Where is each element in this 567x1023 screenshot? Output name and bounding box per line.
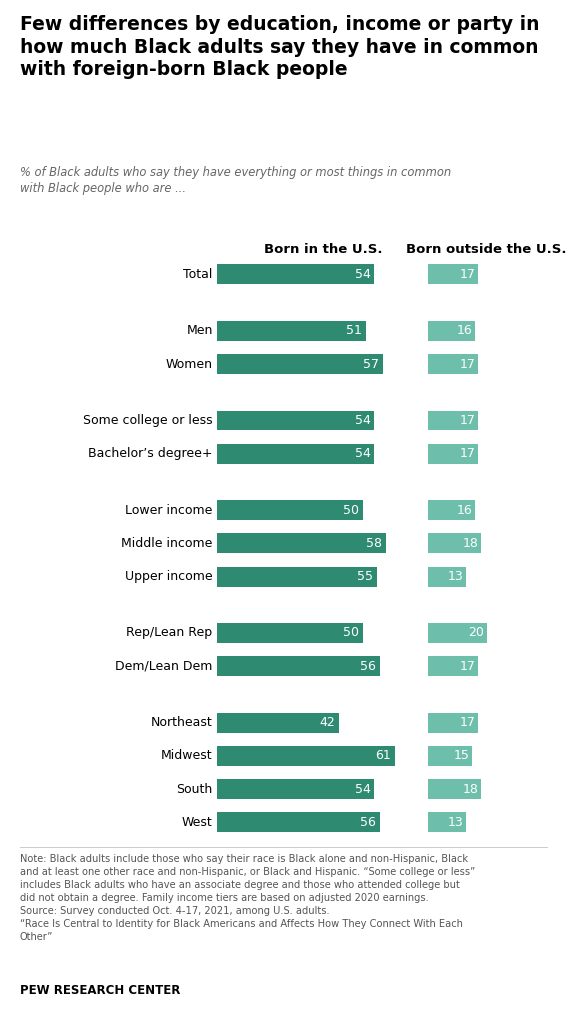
Text: 17: 17 xyxy=(459,414,475,427)
Text: Upper income: Upper income xyxy=(125,570,213,583)
Bar xyxy=(428,533,481,553)
Bar xyxy=(428,746,472,766)
Text: 50: 50 xyxy=(342,503,359,517)
Bar xyxy=(217,746,395,766)
Text: Born outside the U.S.: Born outside the U.S. xyxy=(406,243,567,257)
Bar xyxy=(217,780,374,799)
Bar xyxy=(428,623,487,643)
Text: 55: 55 xyxy=(357,570,373,583)
Text: 54: 54 xyxy=(354,447,370,460)
Bar xyxy=(428,354,478,374)
Bar xyxy=(217,656,380,676)
Bar xyxy=(217,354,383,374)
Bar xyxy=(428,713,478,732)
Bar xyxy=(428,567,467,586)
Text: Note: Black adults include those who say their race is Black alone and non-Hispa: Note: Black adults include those who say… xyxy=(20,854,475,942)
Text: 20: 20 xyxy=(468,626,484,639)
Text: 57: 57 xyxy=(363,358,379,370)
Text: South: South xyxy=(176,783,213,796)
Text: 18: 18 xyxy=(463,537,479,549)
Bar xyxy=(428,321,475,341)
Text: Lower income: Lower income xyxy=(125,503,213,517)
Text: 54: 54 xyxy=(354,783,370,796)
Text: 16: 16 xyxy=(456,503,472,517)
Bar xyxy=(217,623,363,643)
Text: 56: 56 xyxy=(361,815,376,829)
Text: Bachelor’s degree+: Bachelor’s degree+ xyxy=(88,447,213,460)
Text: 17: 17 xyxy=(459,447,475,460)
Bar xyxy=(428,656,478,676)
Text: 50: 50 xyxy=(342,626,359,639)
Bar xyxy=(428,264,478,284)
Bar xyxy=(217,444,374,463)
Text: Men: Men xyxy=(186,324,213,338)
Bar xyxy=(217,500,363,520)
Bar xyxy=(428,500,475,520)
Bar xyxy=(217,812,380,833)
Text: West: West xyxy=(182,815,213,829)
Text: 56: 56 xyxy=(361,660,376,673)
Text: 18: 18 xyxy=(463,783,479,796)
Text: 17: 17 xyxy=(459,358,475,370)
Text: Northeast: Northeast xyxy=(151,716,213,729)
Bar xyxy=(217,567,377,586)
Text: Rep/Lean Rep: Rep/Lean Rep xyxy=(126,626,213,639)
Text: Total: Total xyxy=(183,268,213,281)
Text: 51: 51 xyxy=(346,324,362,338)
Text: Some college or less: Some college or less xyxy=(83,414,213,427)
Text: Middle income: Middle income xyxy=(121,537,213,549)
Text: 17: 17 xyxy=(459,660,475,673)
Text: 13: 13 xyxy=(448,570,464,583)
Text: 61: 61 xyxy=(375,750,391,762)
Text: Dem/Lean Dem: Dem/Lean Dem xyxy=(115,660,213,673)
Text: 13: 13 xyxy=(448,815,464,829)
Text: PEW RESEARCH CENTER: PEW RESEARCH CENTER xyxy=(20,984,180,997)
Bar xyxy=(428,410,478,431)
Text: 54: 54 xyxy=(354,268,370,281)
Text: 58: 58 xyxy=(366,537,382,549)
Text: 17: 17 xyxy=(459,716,475,729)
Text: Midwest: Midwest xyxy=(161,750,213,762)
Bar xyxy=(217,410,374,431)
Text: Born in the U.S.: Born in the U.S. xyxy=(264,243,382,257)
Text: 16: 16 xyxy=(456,324,472,338)
Bar xyxy=(217,533,386,553)
Text: Women: Women xyxy=(166,358,213,370)
Bar xyxy=(217,264,374,284)
Text: 42: 42 xyxy=(320,716,335,729)
Bar xyxy=(217,713,339,732)
Bar xyxy=(428,780,481,799)
Text: 17: 17 xyxy=(459,268,475,281)
Bar xyxy=(217,321,366,341)
Bar xyxy=(428,812,467,833)
Text: % of Black adults who say they have everything or most things in common
with Bla: % of Black adults who say they have ever… xyxy=(20,166,451,194)
Text: Few differences by education, income or party in 
how much Black adults say they: Few differences by education, income or … xyxy=(20,15,546,79)
Text: 15: 15 xyxy=(454,750,469,762)
Text: 54: 54 xyxy=(354,414,370,427)
Bar xyxy=(428,444,478,463)
